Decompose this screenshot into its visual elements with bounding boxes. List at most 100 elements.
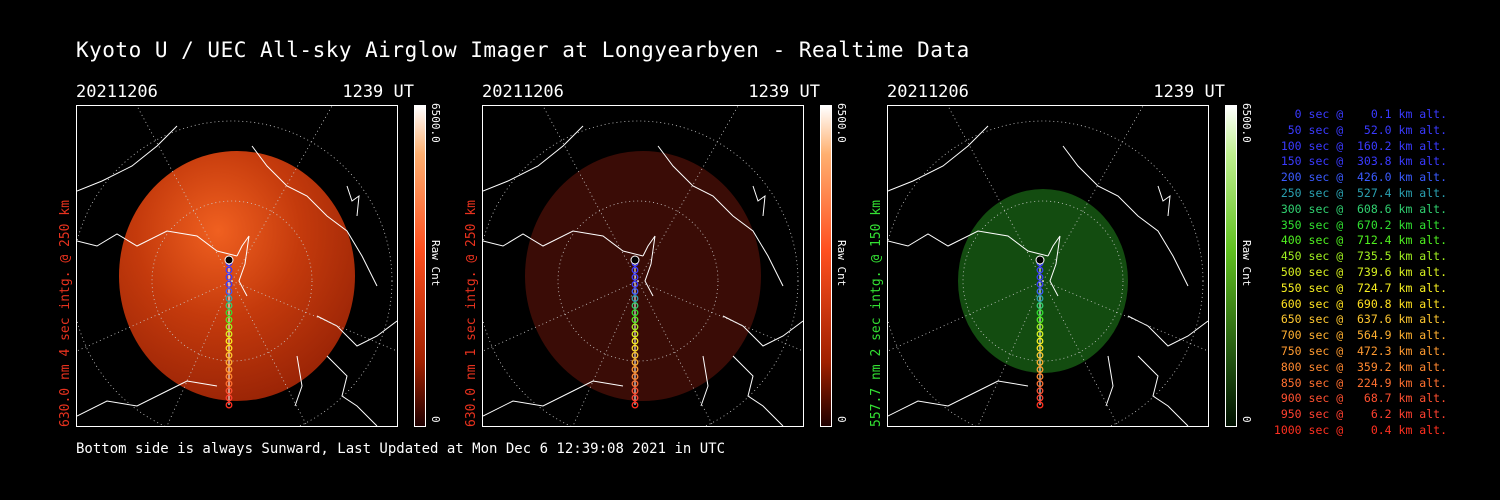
rocket-track bbox=[1035, 255, 1045, 409]
track-marker bbox=[1036, 394, 1044, 402]
track-marker bbox=[225, 287, 233, 295]
track-marker bbox=[631, 401, 639, 409]
track-marker bbox=[225, 266, 233, 274]
track-marker bbox=[1036, 401, 1044, 409]
colorbar-min: 0 bbox=[835, 416, 848, 423]
colorbar-unit: Raw Cnt bbox=[1240, 240, 1253, 287]
legend-entry: 400 sec @ 712.4 km alt. bbox=[1280, 233, 1447, 248]
track-marker bbox=[1036, 309, 1044, 317]
colorbar-max: 6500.0 bbox=[429, 103, 442, 143]
track-marker bbox=[1036, 380, 1044, 388]
track-marker bbox=[225, 295, 233, 302]
track-marker bbox=[1036, 295, 1044, 302]
rocket-position-marker bbox=[224, 255, 234, 265]
legend-entry: 150 sec @ 303.8 km alt. bbox=[1280, 154, 1447, 169]
rocket-position-marker bbox=[630, 255, 640, 265]
track-marker bbox=[1036, 387, 1044, 395]
allsky-image bbox=[482, 105, 804, 427]
legend-entry: 750 sec @ 472.3 km alt. bbox=[1280, 343, 1447, 358]
track-marker bbox=[631, 266, 639, 274]
track-marker bbox=[225, 373, 233, 381]
legend-entry: 950 sec @ 6.2 km alt. bbox=[1280, 407, 1447, 422]
grid-lines bbox=[77, 106, 397, 426]
panel-ylabel: 630.0 nm 1 sec intg. @ 250 km bbox=[464, 200, 479, 427]
track-marker bbox=[631, 316, 639, 324]
legend-entry: 900 sec @ 68.7 km alt. bbox=[1280, 391, 1447, 406]
legend-entry: 100 sec @ 160.2 km alt. bbox=[1280, 138, 1447, 153]
track-marker bbox=[631, 351, 639, 359]
airglow-field bbox=[119, 151, 355, 401]
track-marker bbox=[631, 344, 639, 352]
allsky-svg bbox=[77, 106, 397, 426]
track-marker bbox=[225, 323, 233, 331]
panel-time: 1239 UT bbox=[342, 82, 414, 102]
track-marker bbox=[631, 309, 639, 317]
colorbar-max: 6500.0 bbox=[1240, 103, 1253, 143]
track-marker bbox=[631, 366, 639, 373]
allsky-image bbox=[76, 105, 398, 427]
track-marker bbox=[225, 302, 233, 310]
track-marker bbox=[1036, 366, 1044, 373]
panel-date: 20211206 bbox=[76, 82, 158, 102]
coastline-map bbox=[483, 125, 803, 426]
coastline-map bbox=[77, 125, 397, 426]
track-marker bbox=[1036, 373, 1044, 381]
legend-entry: 450 sec @ 735.5 km alt. bbox=[1280, 249, 1447, 264]
grid-lines bbox=[483, 106, 803, 426]
colorbar bbox=[1225, 105, 1237, 427]
legend-entry: 200 sec @ 426.0 km alt. bbox=[1280, 170, 1447, 185]
track-marker bbox=[631, 280, 639, 288]
panel-time: 1239 UT bbox=[1153, 82, 1225, 102]
panel-time: 1239 UT bbox=[748, 82, 820, 102]
panel-date: 20211206 bbox=[887, 82, 969, 102]
rocket-position-marker bbox=[1035, 255, 1045, 265]
airglow-field bbox=[525, 151, 761, 401]
legend-entry: 550 sec @ 724.7 km alt. bbox=[1280, 280, 1447, 295]
colorbar-unit: Raw Cnt bbox=[835, 240, 848, 287]
legend-entry: 0 sec @ 0.1 km alt. bbox=[1294, 107, 1447, 121]
track-marker bbox=[225, 344, 233, 352]
track-marker bbox=[225, 316, 233, 324]
track-marker bbox=[225, 330, 233, 338]
track-marker bbox=[1036, 344, 1044, 352]
panel-date: 20211206 bbox=[482, 82, 564, 102]
colorbar-max: 6500.0 bbox=[835, 103, 848, 143]
track-marker bbox=[631, 323, 639, 331]
allsky-svg bbox=[888, 106, 1208, 426]
track-marker bbox=[631, 295, 639, 302]
colorbar-min: 0 bbox=[1240, 416, 1253, 423]
legend-entry: 500 sec @ 739.6 km alt. bbox=[1280, 264, 1447, 279]
legend-entry: 600 sec @ 690.8 km alt. bbox=[1280, 296, 1447, 311]
track-marker bbox=[631, 380, 639, 388]
track-marker bbox=[631, 302, 639, 310]
track-marker bbox=[1036, 323, 1044, 331]
legend-entry: 350 sec @ 670.2 km alt. bbox=[1280, 217, 1447, 232]
track-marker bbox=[225, 380, 233, 388]
track-marker bbox=[225, 280, 233, 288]
track-marker bbox=[1036, 302, 1044, 310]
colorbar-min: 0 bbox=[429, 416, 442, 423]
track-marker bbox=[225, 337, 233, 345]
rocket-track bbox=[224, 255, 234, 409]
legend-entry: 1000 sec @ 0.4 km alt. bbox=[1273, 422, 1447, 437]
track-marker bbox=[225, 351, 233, 359]
footer-status: Bottom side is always Sunward, Last Upda… bbox=[76, 441, 726, 457]
track-marker bbox=[631, 373, 639, 381]
grid-lines bbox=[888, 106, 1208, 426]
allsky-svg bbox=[483, 106, 803, 426]
legend-entry: 850 sec @ 224.9 km alt. bbox=[1280, 375, 1447, 390]
track-marker bbox=[1036, 280, 1044, 288]
track-marker bbox=[631, 337, 639, 345]
track-marker bbox=[631, 287, 639, 295]
track-marker bbox=[1036, 330, 1044, 338]
legend-entry: 300 sec @ 608.6 km alt. bbox=[1280, 201, 1447, 216]
track-marker bbox=[1036, 273, 1044, 281]
track-marker bbox=[225, 366, 233, 373]
track-marker bbox=[1036, 358, 1044, 366]
track-marker bbox=[631, 394, 639, 402]
track-marker bbox=[631, 330, 639, 338]
track-marker bbox=[1036, 351, 1044, 359]
legend-entry: 650 sec @ 637.6 km alt. bbox=[1280, 312, 1447, 327]
track-marker bbox=[225, 273, 233, 281]
legend-entry: 800 sec @ 359.2 km alt. bbox=[1280, 359, 1447, 374]
